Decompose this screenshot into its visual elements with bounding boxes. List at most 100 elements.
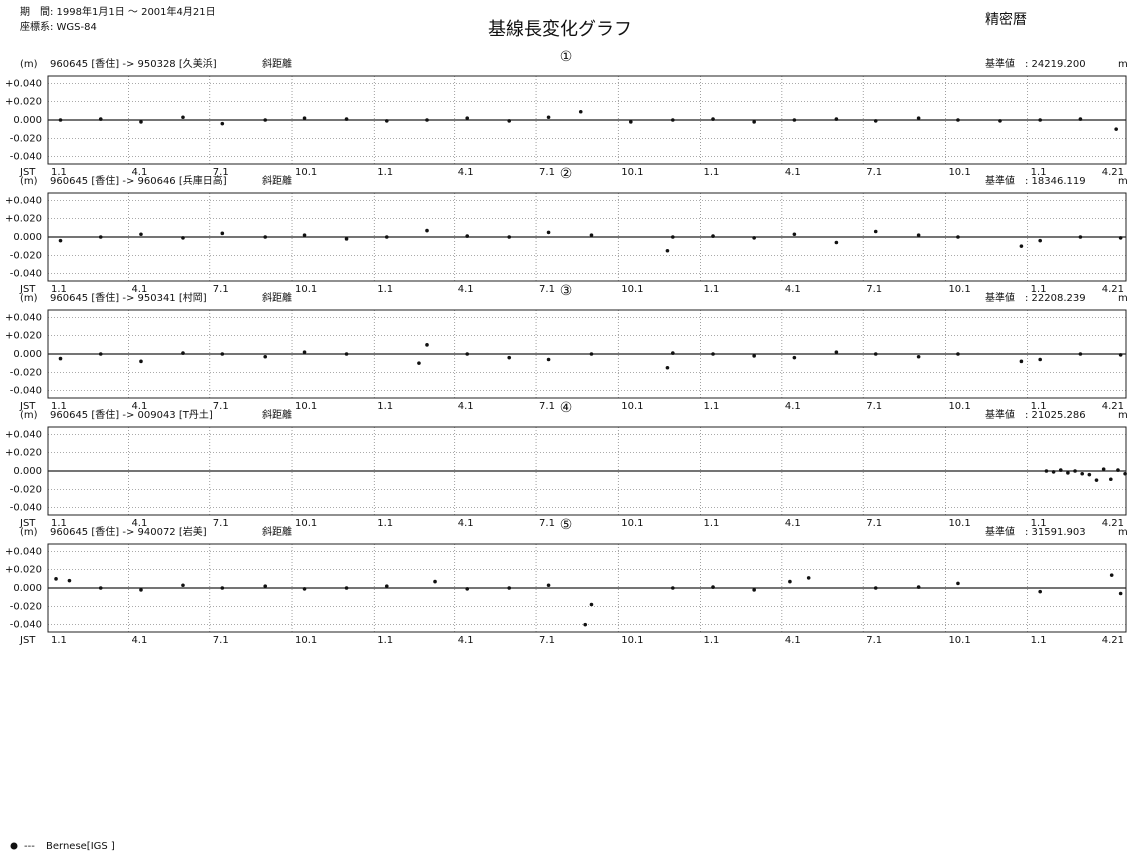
x-tick-label: 4.21 <box>1102 518 1124 529</box>
x-tick-label: 1.1 <box>51 518 67 529</box>
point <box>788 579 792 584</box>
y-tick-label: -0.040 <box>10 269 42 280</box>
x-tick-label: 10.1 <box>295 284 317 295</box>
point <box>792 118 797 122</box>
x-tick-label: 4.1 <box>458 284 474 295</box>
point <box>916 585 921 589</box>
point <box>139 232 143 237</box>
x-tick-label: 7.1 <box>539 284 555 295</box>
point <box>589 352 594 356</box>
point <box>465 116 470 120</box>
x-tick-label: 1.1 <box>377 635 393 646</box>
point <box>1114 127 1118 131</box>
point <box>58 238 63 243</box>
reference-unit: m <box>1118 293 1128 304</box>
point <box>1066 471 1070 475</box>
reference-unit: m <box>1118 176 1128 187</box>
point <box>665 365 670 370</box>
x-tick-label: 7.1 <box>539 167 555 178</box>
x-tick-label: 4.21 <box>1102 401 1124 412</box>
panel-number: ④ <box>560 400 573 416</box>
point <box>583 622 588 627</box>
legend-dash: --- <box>24 841 35 852</box>
y-tick-label: -0.020 <box>10 484 42 495</box>
point <box>58 356 63 361</box>
point <box>546 583 551 588</box>
point <box>465 587 470 591</box>
x-tick-label: 7.1 <box>213 284 229 295</box>
x-tick-label: 4.1 <box>458 518 474 529</box>
point <box>1109 477 1113 482</box>
y-tick-label: +0.040 <box>5 78 42 89</box>
point <box>752 588 756 592</box>
x-tick-label: 10.1 <box>295 167 317 178</box>
x-tick-label: 1.1 <box>51 284 67 295</box>
x-axis-label: JST <box>19 284 36 295</box>
point <box>873 119 878 123</box>
x-tick-label: 10.1 <box>621 167 643 178</box>
point <box>589 602 594 607</box>
x-tick-label: 7.1 <box>866 167 882 178</box>
x-tick-label: 4.21 <box>1102 635 1124 646</box>
y-tick-label: +0.020 <box>5 565 42 576</box>
unit: (m) <box>20 527 38 538</box>
plot-frame <box>47 543 1127 633</box>
point <box>1078 117 1083 121</box>
point <box>916 354 921 359</box>
point <box>834 240 839 245</box>
panel-number: ⑤ <box>560 517 573 533</box>
x-tick-label: 10.1 <box>621 401 643 412</box>
point <box>1080 471 1085 476</box>
plot-frame <box>47 309 1127 399</box>
point <box>956 118 960 122</box>
y-tick-label: -0.040 <box>10 503 42 514</box>
point <box>546 357 551 362</box>
point <box>302 233 307 237</box>
point <box>58 118 63 122</box>
baseline: 960645 [香住] -> 960646 [兵庫日高] <box>50 174 227 187</box>
point <box>711 585 715 589</box>
point <box>873 352 878 356</box>
x-tick-label: 7.1 <box>213 518 229 529</box>
unit: (m) <box>20 410 38 421</box>
point <box>665 248 670 253</box>
x-tick-label: 1.1 <box>1031 518 1047 529</box>
x-tick-label: 7.1 <box>539 635 555 646</box>
baseline: 960645 [香住] -> 940072 [岩美] <box>50 525 207 538</box>
point <box>792 355 797 360</box>
point <box>384 119 389 123</box>
y-tick-label: -0.040 <box>10 386 42 397</box>
point <box>139 120 143 124</box>
x-tick-label: 7.1 <box>866 284 882 295</box>
x-tick-label: 7.1 <box>539 518 555 529</box>
point <box>54 577 58 581</box>
y-tick-label: +0.040 <box>5 312 42 323</box>
panel-number: ② <box>560 166 573 182</box>
point <box>752 354 756 358</box>
x-tick-label: 7.1 <box>866 518 882 529</box>
x-tick-label: 1.1 <box>704 401 720 412</box>
point <box>67 578 72 583</box>
plot-frame <box>47 75 1127 165</box>
point <box>1118 353 1123 357</box>
point <box>181 351 185 355</box>
x-tick-label: 10.1 <box>295 518 317 529</box>
point <box>1078 352 1083 356</box>
point <box>344 237 349 241</box>
point <box>220 121 225 126</box>
x-tick-label: 4.1 <box>458 167 474 178</box>
point <box>465 352 470 356</box>
orbit: 精密暦 <box>985 11 1027 28</box>
title: 基線長変化グラフ <box>488 19 632 40</box>
period: 期 間: 1998年1月1日 ～ 2001年4月21日 <box>20 5 216 18</box>
point <box>220 586 225 590</box>
x-tick-label: 4.1 <box>131 284 147 295</box>
point <box>956 235 960 239</box>
x-tick-label: 4.1 <box>131 518 147 529</box>
point <box>873 586 878 590</box>
point <box>181 115 185 120</box>
coordinate-system: 座標系: WGS-84 <box>20 20 97 33</box>
y-tick-label: +0.020 <box>5 448 42 459</box>
point <box>263 118 268 122</box>
unit: (m) <box>20 59 38 70</box>
